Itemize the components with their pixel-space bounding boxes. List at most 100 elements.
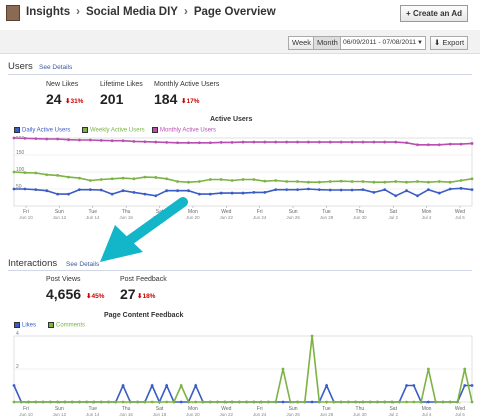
data-point xyxy=(121,176,125,180)
data-point xyxy=(23,171,27,175)
x-tick-day: Sat xyxy=(389,406,397,412)
x-tick-date: Jun 28 xyxy=(320,412,334,417)
data-point xyxy=(154,140,158,144)
data-point xyxy=(165,177,169,181)
x-tick-date: Jun 20 xyxy=(186,412,200,417)
data-point xyxy=(252,400,256,404)
data-point xyxy=(405,141,408,145)
legend-weekly[interactable]: Weekly Active Users xyxy=(82,127,145,134)
users-see-details-link[interactable]: See Details xyxy=(39,64,73,71)
x-tick-date: Jun 18 xyxy=(153,412,167,417)
data-point xyxy=(463,367,467,371)
breadcrumb-page[interactable]: Social Media DIY xyxy=(85,6,178,18)
data-point xyxy=(274,400,278,404)
checkbox-icon xyxy=(152,127,158,133)
data-point xyxy=(107,400,110,404)
metric-label-new-likes: New Likes xyxy=(46,81,79,88)
date-range-value: 06/09/2011 - 07/08/2011 xyxy=(343,39,417,46)
data-point xyxy=(448,187,452,191)
interactions-section-title: Interactions xyxy=(8,258,58,269)
export-button[interactable]: ⬇ Export xyxy=(430,36,469,50)
data-point xyxy=(121,189,125,193)
x-tick-day: Mon xyxy=(422,406,432,412)
page-avatar xyxy=(6,5,20,21)
data-point xyxy=(34,137,38,141)
data-point xyxy=(252,178,256,181)
data-point xyxy=(78,188,81,192)
data-point xyxy=(405,189,408,193)
month-button[interactable]: Month xyxy=(313,36,342,50)
create-ad-button[interactable]: + Create an Ad xyxy=(400,5,468,22)
data-point xyxy=(143,400,147,404)
legend-comments[interactable]: Comments xyxy=(48,322,85,329)
data-point xyxy=(350,140,354,144)
data-point xyxy=(187,189,190,193)
data-point xyxy=(63,400,67,404)
legend-label: Daily Active Users xyxy=(22,127,71,134)
x-tick-date: Jun 30 xyxy=(353,412,367,417)
arrow-down-icon: ⬇ xyxy=(181,98,187,105)
legend-label: Monthly Active Users xyxy=(160,127,217,134)
metric-value-post-views: 4,656 xyxy=(46,286,82,302)
data-point xyxy=(150,400,154,404)
breadcrumb-insights[interactable]: Insights xyxy=(26,6,71,18)
data-point xyxy=(121,400,125,404)
legend-likes[interactable]: Likes xyxy=(14,322,36,329)
data-point xyxy=(416,143,419,147)
x-tick-date: Jun 22 xyxy=(220,215,234,220)
legend-monthly[interactable]: Monthly Active Users xyxy=(152,127,216,134)
x-tick-date: Jun 28 xyxy=(320,215,334,220)
data-point xyxy=(405,180,408,184)
data-point xyxy=(121,384,125,387)
data-point xyxy=(45,173,49,177)
data-point xyxy=(132,191,136,194)
data-point xyxy=(176,189,179,193)
data-point xyxy=(328,140,332,144)
date-range-select[interactable]: 06/09/2011 - 07/08/2011 ▼ xyxy=(340,36,426,50)
x-tick-date: Jun 16 xyxy=(119,215,133,220)
data-point xyxy=(70,400,74,404)
data-point xyxy=(241,140,245,144)
data-point xyxy=(187,400,190,404)
data-point xyxy=(274,179,278,182)
data-point xyxy=(23,136,27,140)
data-point xyxy=(383,180,387,184)
data-point xyxy=(223,400,227,404)
metric-value-monthly-active: 184 xyxy=(154,91,178,107)
data-point xyxy=(34,400,38,404)
data-point xyxy=(99,400,103,404)
x-tick-day: Fri xyxy=(23,209,29,215)
data-point xyxy=(376,400,379,404)
data-point xyxy=(56,400,60,404)
x-tick-day: Thu xyxy=(356,209,365,215)
data-point xyxy=(285,180,289,183)
data-point xyxy=(307,180,310,184)
metric-value-post-feedback: 27 xyxy=(120,286,136,302)
interactions-see-details-link[interactable]: See Details xyxy=(66,261,100,268)
data-point xyxy=(383,188,387,192)
x-tick-day: Sat xyxy=(156,406,164,412)
data-point xyxy=(416,194,419,198)
data-point xyxy=(437,143,441,147)
data-point xyxy=(383,400,387,404)
data-point xyxy=(128,400,132,404)
data-point xyxy=(274,140,278,144)
data-point xyxy=(405,400,408,404)
data-point xyxy=(296,400,299,404)
data-point xyxy=(394,180,398,183)
data-point xyxy=(303,400,307,404)
data-point xyxy=(56,137,60,141)
x-tick-day: Wed xyxy=(455,209,465,215)
x-tick-day: Tue xyxy=(322,209,331,215)
legend-daily[interactable]: Daily Active Users xyxy=(14,127,70,134)
arrow-down-icon: ⬇ xyxy=(65,98,71,105)
data-point xyxy=(325,400,329,404)
legend-label: Comments xyxy=(56,322,86,329)
data-point xyxy=(99,138,103,142)
data-point xyxy=(12,400,16,404)
data-point xyxy=(310,334,314,338)
data-point xyxy=(296,188,299,192)
data-point xyxy=(88,138,92,142)
data-point xyxy=(350,180,354,183)
